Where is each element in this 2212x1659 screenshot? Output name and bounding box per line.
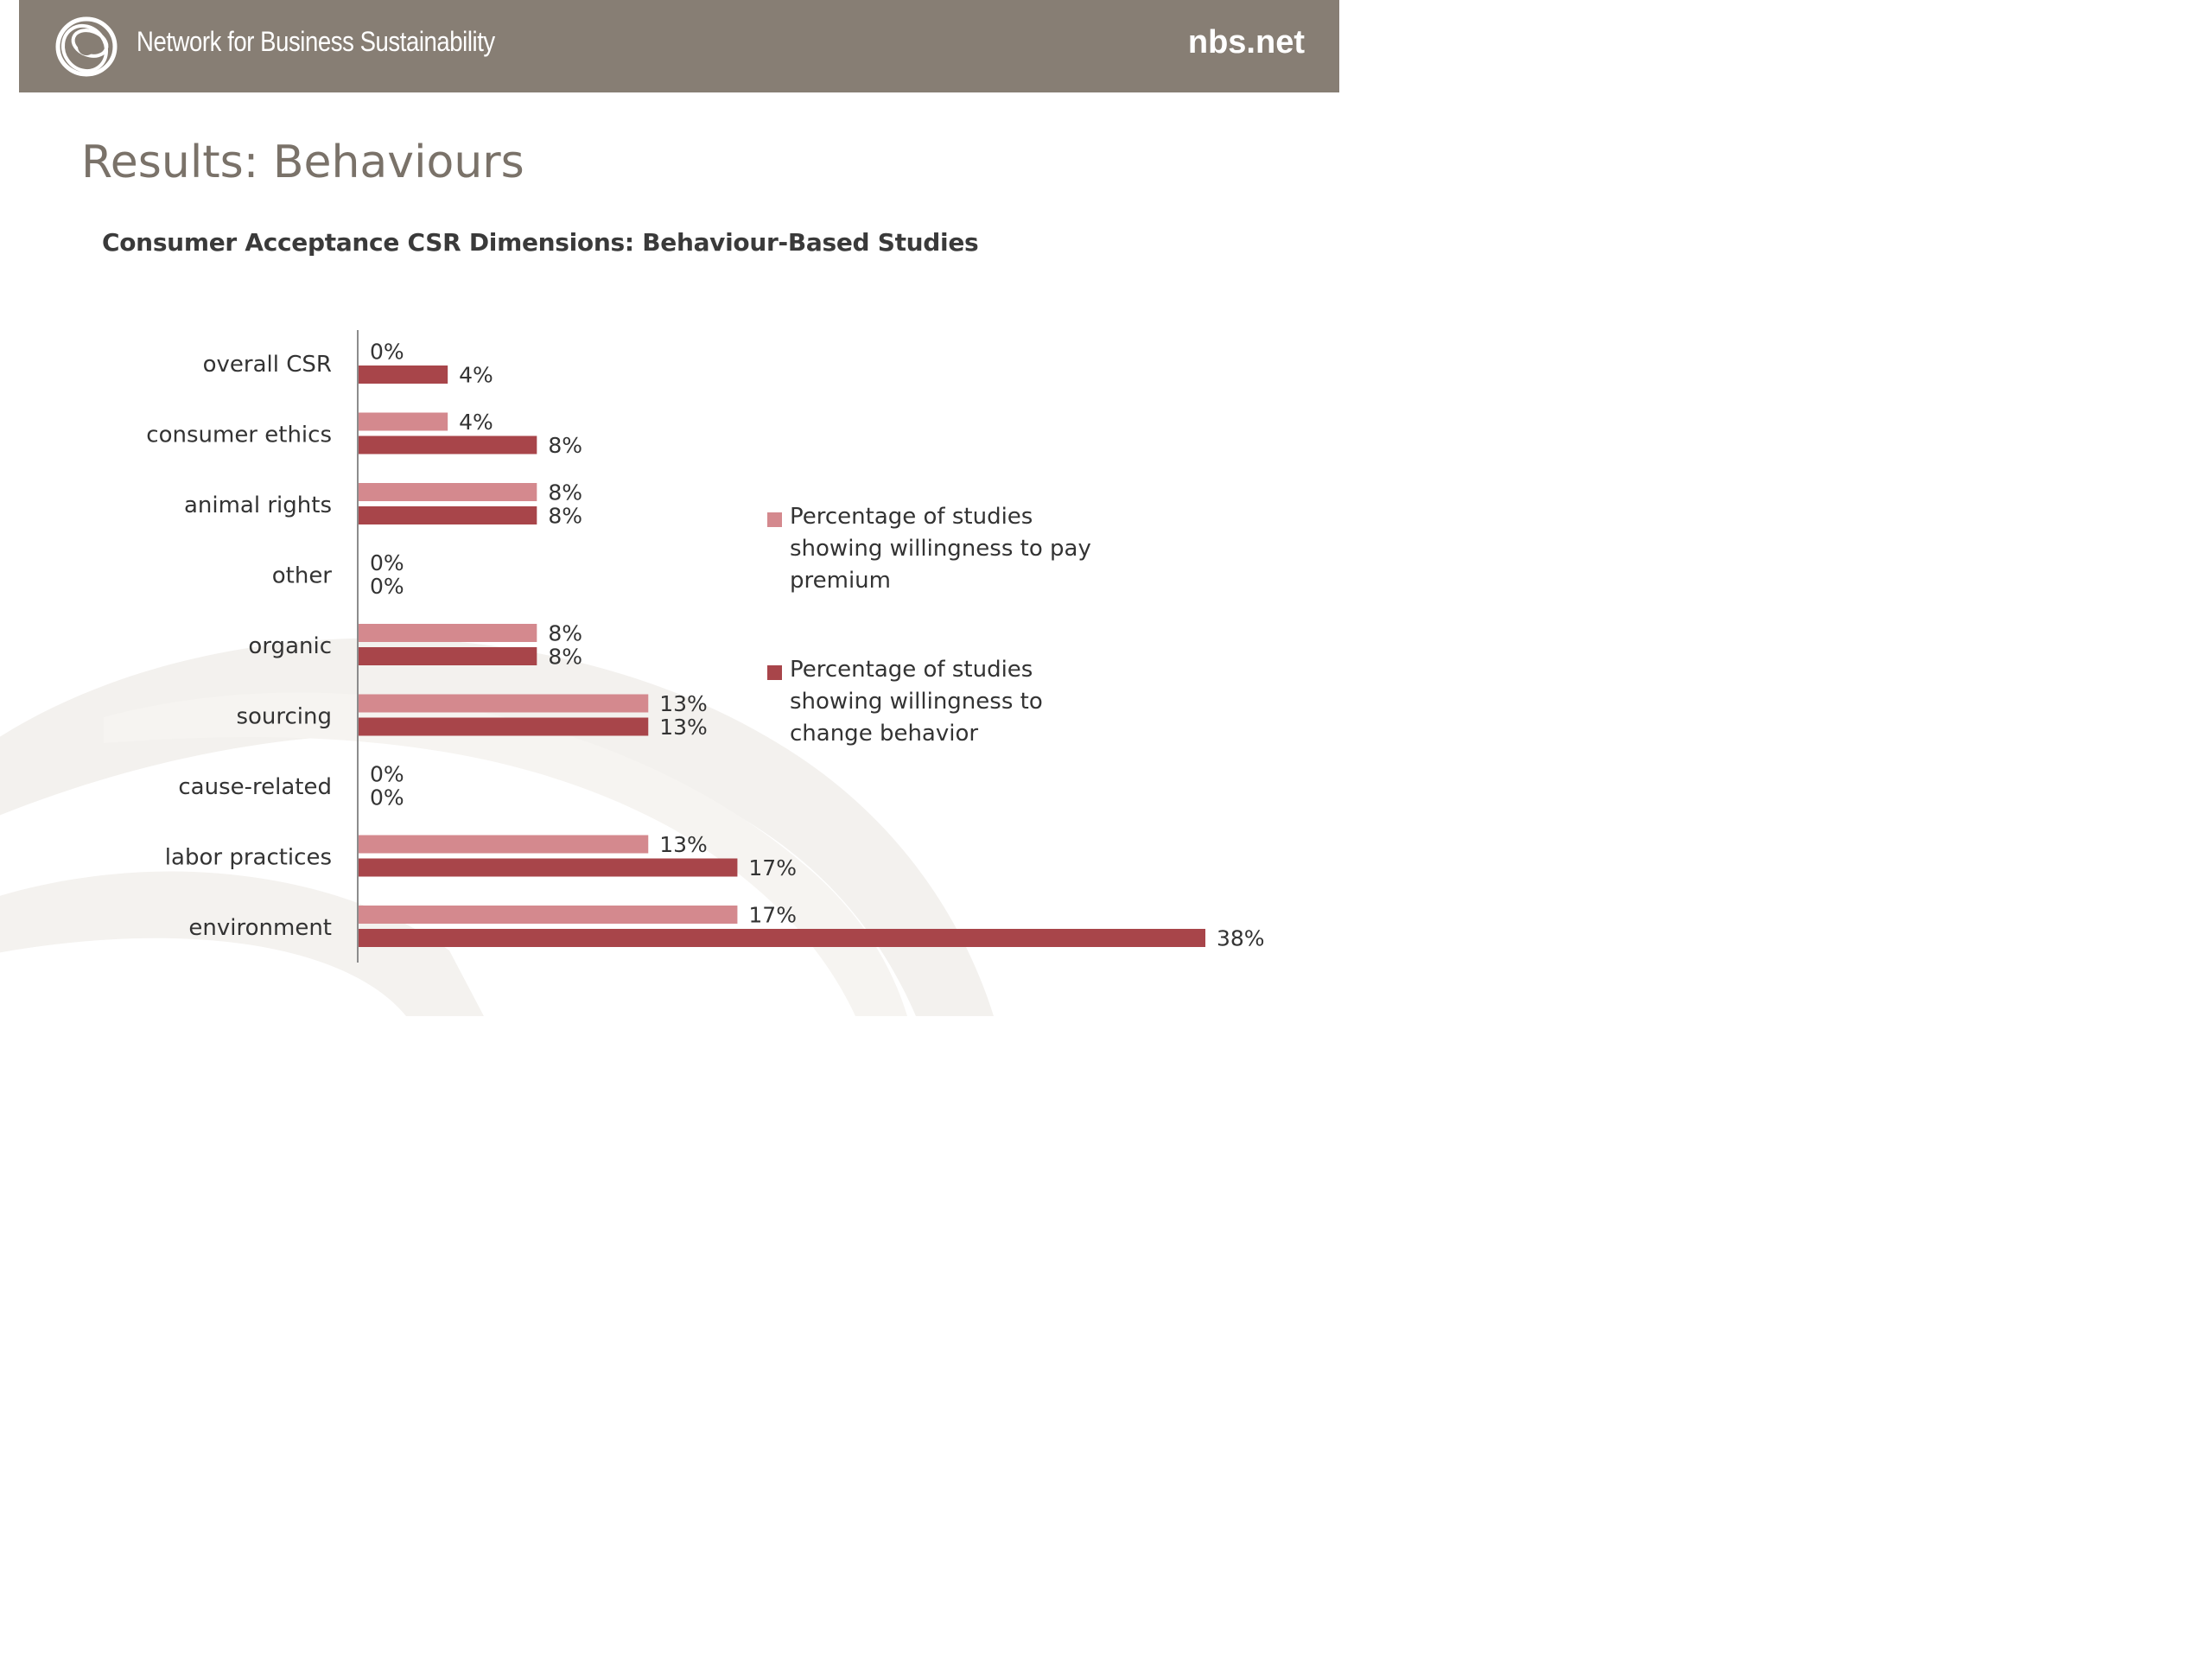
bar-change-behavior-environment xyxy=(359,929,1205,947)
value-label-premium-overall-csr: 0% xyxy=(370,340,404,365)
category-label-overall-csr: overall CSR xyxy=(203,352,332,378)
bar-change-behavior-sourcing xyxy=(359,717,649,736)
brand-name: Network for Business Sustainability xyxy=(137,26,495,57)
value-label-premium-labor-practices: 13% xyxy=(659,832,708,857)
category-label-cause-related: cause-related xyxy=(178,774,332,800)
bar-change-behavior-labor-practices xyxy=(359,858,738,877)
category-label-other: other xyxy=(272,563,333,589)
chart-title: Consumer Acceptance CSR Dimensions: Beha… xyxy=(102,228,979,257)
bar-change-behavior-organic xyxy=(359,647,537,665)
category-label-labor-practices: labor practices xyxy=(165,845,332,871)
category-label-environment: environment xyxy=(188,915,332,941)
legend-swatch-change-behavior xyxy=(767,665,782,680)
value-label-premium-environment: 17% xyxy=(748,903,797,928)
value-label-change-behavior-environment: 38% xyxy=(1217,926,1265,951)
legend-label-change-behavior: Percentage of studies showing willingnes… xyxy=(790,657,1043,747)
site-url: nbs.net xyxy=(1187,24,1305,60)
value-label-change-behavior-overall-csr: 4% xyxy=(459,363,493,388)
header-bar: Network for Business Sustainability nbs.… xyxy=(19,0,1339,92)
bar-change-behavior-animal-rights xyxy=(359,506,537,524)
bar-premium-environment xyxy=(359,906,738,924)
bar-premium-animal-rights xyxy=(359,483,537,501)
bar-premium-organic xyxy=(359,624,537,642)
legend-swatch-premium xyxy=(767,512,782,527)
nbs-ring-logo-icon xyxy=(55,16,118,77)
bar-premium-sourcing xyxy=(359,694,649,713)
bar-chart: overall CSR 0% 4% consumer ethics 4% 8% animal… xyxy=(146,330,1265,963)
value-label-change-behavior-labor-practices: 17% xyxy=(748,855,797,880)
bar-change-behavior-overall-csr xyxy=(359,365,448,384)
category-label-organic: organic xyxy=(248,633,332,659)
value-label-premium-sourcing: 13% xyxy=(659,691,708,716)
value-label-change-behavior-animal-rights: 8% xyxy=(548,504,582,529)
value-label-change-behavior-consumer-ethics: 8% xyxy=(548,433,582,458)
value-label-change-behavior-other: 0% xyxy=(370,574,404,599)
value-label-premium-animal-rights: 8% xyxy=(548,480,582,505)
bar-premium-labor-practices xyxy=(359,835,649,854)
bar-change-behavior-consumer-ethics xyxy=(359,435,537,454)
bar-premium-consumer-ethics xyxy=(359,412,448,431)
legend-label-premium: Percentage of studies showing willingnes… xyxy=(790,504,1091,594)
value-label-premium-cause-related: 0% xyxy=(370,762,404,787)
category-label-sourcing: sourcing xyxy=(236,704,332,730)
value-label-premium-consumer-ethics: 4% xyxy=(459,410,493,435)
value-label-change-behavior-sourcing: 13% xyxy=(659,715,708,740)
value-label-premium-other: 0% xyxy=(370,550,404,575)
value-label-premium-organic: 8% xyxy=(548,621,582,646)
value-label-change-behavior-organic: 8% xyxy=(548,645,582,670)
value-label-change-behavior-cause-related: 0% xyxy=(370,785,404,810)
category-label-consumer-ethics: consumer ethics xyxy=(146,423,332,448)
slide-title: Results: Behaviours xyxy=(81,137,524,188)
category-label-animal-rights: animal rights xyxy=(184,493,332,518)
